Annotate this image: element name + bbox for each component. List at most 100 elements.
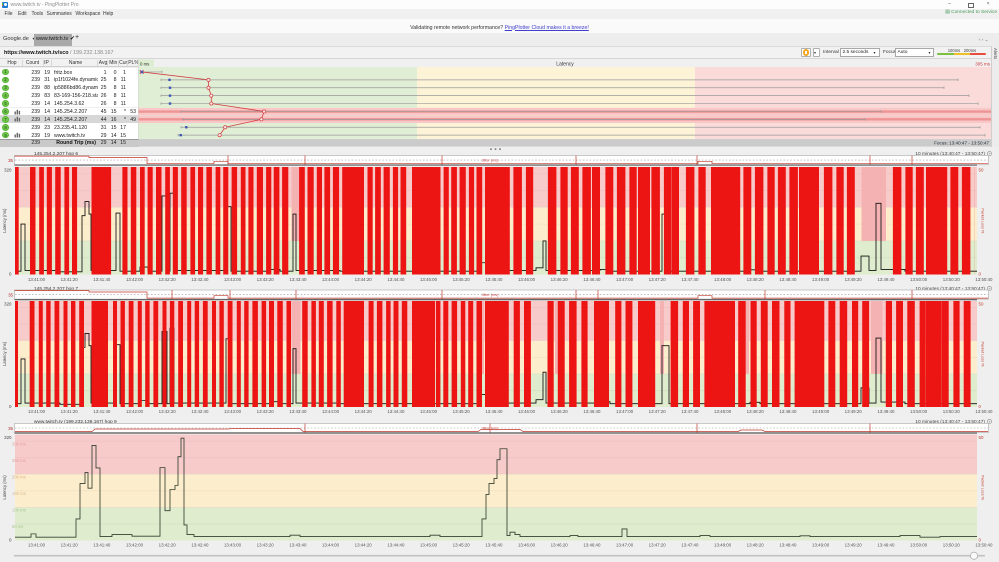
svg-text:13:45:40: 13:45:40 [485,277,503,282]
svg-text:13:41:00: 13:41:00 [28,409,46,414]
svg-text:13:43:40: 13:43:40 [289,277,307,282]
svg-text:300 ms: 300 ms [12,441,26,446]
svg-text:+: + [988,419,990,423]
svg-text:13:42:20: 13:42:20 [159,409,177,414]
svg-text:13:50:20: 13:50:20 [943,542,961,547]
svg-text:13:43:20: 13:43:20 [257,542,275,547]
svg-text:13:43:20: 13:43:20 [257,409,275,414]
svg-text:50: 50 [979,301,984,306]
svg-text:13:50:00: 13:50:00 [910,542,928,547]
svg-text:13:48:40: 13:48:40 [779,409,797,414]
svg-text:13:41:40: 13:41:40 [93,277,111,282]
svg-text:13:42:20: 13:42:20 [159,277,177,282]
svg-text:10 minutes (13:40:47 - 13:50:4: 10 minutes (13:40:47 - 13:50:47) [915,418,985,424]
svg-text:13:46:00: 13:46:00 [518,542,536,547]
svg-text:13:46:20: 13:46:20 [551,409,569,414]
svg-text:50: 50 [979,167,984,172]
svg-text:13:50:20: 13:50:20 [943,409,961,414]
svg-text:305 ms: 305 ms [975,62,991,67]
svg-text:13:47:00: 13:47:00 [616,277,634,282]
svg-text:13:45:00: 13:45:00 [420,409,438,414]
svg-text:150 ms: 150 ms [12,491,26,496]
svg-text:13:44:20: 13:44:20 [355,277,373,282]
svg-text:13:46:40: 13:46:40 [583,277,601,282]
svg-text:13:43:00: 13:43:00 [224,277,242,282]
svg-text:13:48:40: 13:48:40 [779,542,797,547]
svg-text:13:45:40: 13:45:40 [485,409,503,414]
svg-text:13:48:20: 13:48:20 [747,542,765,547]
svg-text:13:43:20: 13:43:20 [257,277,275,282]
svg-text:www.twitch.tv (199.232.138.167: www.twitch.tv (199.232.138.167) hop 9 [34,418,117,424]
svg-text:Latency (ms): Latency (ms) [2,208,7,233]
svg-text:13:49:00: 13:49:00 [812,542,830,547]
svg-text:50 ms: 50 ms [12,524,23,529]
svg-text:Packet Loss %: Packet Loss % [981,341,985,367]
svg-text:13:49:20: 13:49:20 [845,542,863,547]
svg-text:10 minutes (13:40:47 - 13:50:4: 10 minutes (13:40:47 - 13:50:47) [915,151,985,157]
svg-text:320: 320 [4,435,12,440]
svg-text:13:47:00: 13:47:00 [616,409,634,414]
svg-text:13:49:20: 13:49:20 [845,277,863,282]
svg-text:Jitter (ms): Jitter (ms) [482,293,500,297]
svg-text:13:42:00: 13:42:00 [126,542,144,547]
svg-text:13:43:00: 13:43:00 [224,409,242,414]
svg-text:13:50:40: 13:50:40 [975,277,993,282]
svg-text:13:49:40: 13:49:40 [877,542,895,547]
svg-text:13:49:00: 13:49:00 [812,409,830,414]
svg-text:0: 0 [9,271,12,276]
svg-text:13:48:20: 13:48:20 [747,277,765,282]
svg-text:+: + [988,152,990,156]
svg-text:0 ms: 0 ms [140,61,149,66]
svg-text:35: 35 [8,426,13,431]
svg-text:Packet Loss %: Packet Loss % [981,208,985,234]
svg-text:13:49:20: 13:49:20 [845,409,863,414]
svg-text:Jitter (ms): Jitter (ms) [482,158,500,162]
svg-text:13:44:00: 13:44:00 [322,409,340,414]
svg-text:13:44:40: 13:44:40 [387,277,405,282]
svg-text:13:50:40: 13:50:40 [975,542,993,547]
svg-text:13:43:40: 13:43:40 [289,409,307,414]
svg-text:+: + [988,286,990,290]
svg-text:0: 0 [9,404,12,409]
svg-text:13:45:40: 13:45:40 [485,542,503,547]
svg-text:13:43:00: 13:43:00 [224,542,242,547]
svg-text:13:46:00: 13:46:00 [518,409,536,414]
svg-text:13:41:00: 13:41:00 [28,277,46,282]
svg-text:13:49:40: 13:49:40 [877,409,895,414]
svg-text:13:48:00: 13:48:00 [714,277,732,282]
svg-text:13:45:20: 13:45:20 [453,277,471,282]
svg-text:13:47:40: 13:47:40 [681,277,699,282]
svg-text:13:46:20: 13:46:20 [551,277,569,282]
svg-text:320: 320 [4,167,12,172]
svg-text:13:47:40: 13:47:40 [681,542,699,547]
svg-text:13:41:40: 13:41:40 [93,542,111,547]
svg-text:13:45:20: 13:45:20 [453,542,471,547]
svg-text:13:50:20: 13:50:20 [943,277,961,282]
svg-text:Latency (ms): Latency (ms) [2,474,7,499]
svg-text:13:41:00: 13:41:00 [28,542,46,547]
svg-text:35: 35 [8,158,13,163]
svg-text:13:46:00: 13:46:00 [518,277,536,282]
svg-text:Packet Loss %: Packet Loss % [981,474,985,500]
svg-text:50: 50 [979,435,984,440]
svg-text:Focus: 13:40:47 - 13:50:47: Focus: 13:40:47 - 13:50:47 [934,141,989,146]
svg-text:320: 320 [4,301,12,306]
svg-text:100 ms: 100 ms [12,507,26,512]
svg-text:13:50:00: 13:50:00 [910,409,928,414]
svg-text:13:50:40: 13:50:40 [975,409,993,414]
svg-text:13:48:00: 13:48:00 [714,409,732,414]
svg-text:13:42:00: 13:42:00 [126,409,144,414]
svg-text:0: 0 [979,537,982,542]
svg-text:13:47:20: 13:47:20 [649,542,667,547]
svg-text:13:41:20: 13:41:20 [61,277,79,282]
svg-text:Latency: Latency [556,62,574,68]
svg-text:13:46:40: 13:46:40 [583,409,601,414]
svg-text:13:47:40: 13:47:40 [681,409,699,414]
svg-text:13:42:40: 13:42:40 [191,277,209,282]
svg-text:13:47:20: 13:47:20 [649,277,667,282]
svg-text:10 minutes (13:40:47 - 13:50:4: 10 minutes (13:40:47 - 13:50:47) [915,285,985,291]
svg-text:250 ms: 250 ms [12,457,26,462]
svg-text:0: 0 [979,271,982,276]
svg-text:13:41:20: 13:41:20 [61,542,79,547]
svg-text:13:41:40: 13:41:40 [93,409,111,414]
